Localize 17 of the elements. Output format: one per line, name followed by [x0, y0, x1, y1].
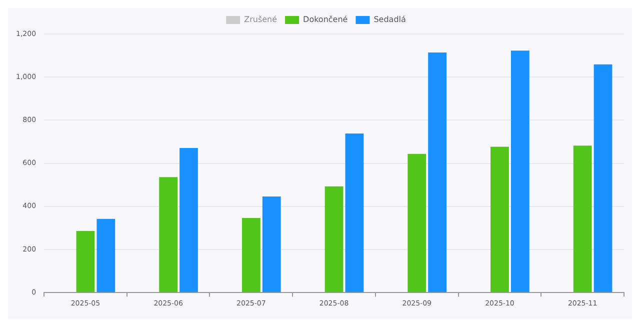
bar [510, 50, 530, 292]
bar [180, 148, 198, 292]
legend-label: Sedadlá [374, 15, 406, 24]
bar [594, 64, 612, 292]
bar [408, 154, 426, 292]
bar [428, 52, 447, 292]
bar [242, 218, 260, 292]
legend-label: Zrušené [244, 15, 278, 24]
bar [490, 146, 509, 292]
bar [159, 177, 178, 292]
bar [96, 218, 116, 292]
bar [324, 186, 344, 292]
bar [345, 134, 364, 292]
bar [573, 146, 592, 292]
bar [76, 230, 95, 292]
legend-label: Dokončené [303, 15, 348, 24]
bar [262, 196, 281, 292]
